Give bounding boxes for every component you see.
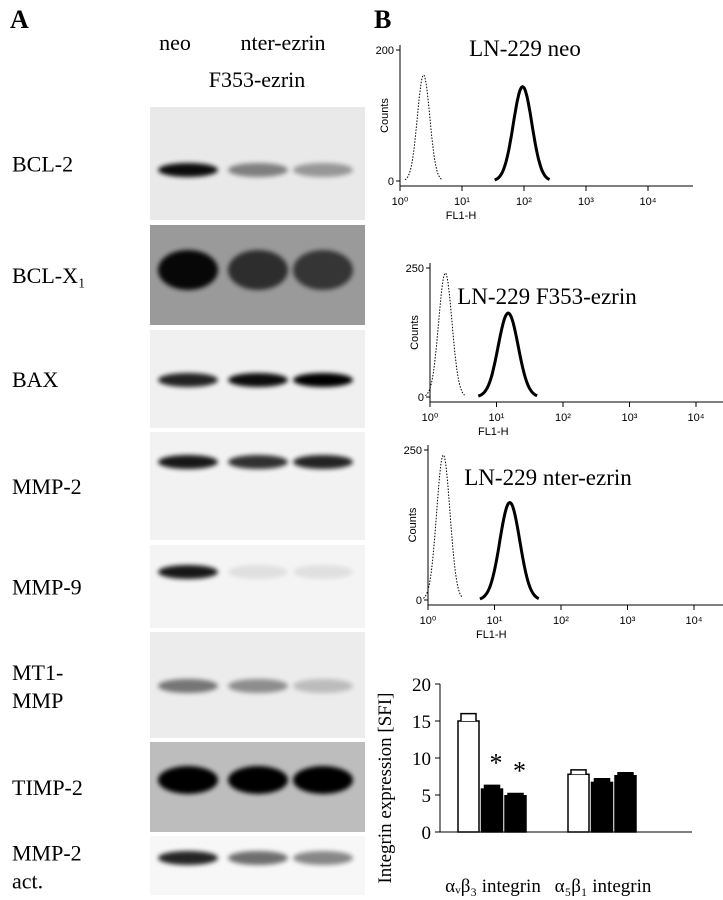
blot xyxy=(150,545,365,628)
band xyxy=(293,766,353,794)
band xyxy=(158,250,218,290)
y-tick-label: 15 xyxy=(412,712,431,733)
y-tick-label: 0 xyxy=(416,595,422,607)
y-tick-label: 0 xyxy=(418,392,424,404)
histogram-title: LN-229 neo xyxy=(469,36,581,61)
sample-histogram xyxy=(479,500,540,601)
x-tick-label: 10² xyxy=(516,196,532,208)
significance-marker: * xyxy=(513,757,526,786)
blot-label: MMP-2 act. xyxy=(12,841,82,894)
x-tick-label: 10⁰ xyxy=(392,196,409,208)
band xyxy=(228,565,288,579)
band xyxy=(158,679,218,693)
x-tick-label: 10¹ xyxy=(489,412,505,424)
x-axis-label: FL1-H xyxy=(476,629,507,641)
sample-histogram xyxy=(494,84,551,182)
blot-label: MT1-MMP xyxy=(12,660,63,713)
band xyxy=(293,455,353,469)
y-tick-label: 0 xyxy=(388,176,394,188)
blot-label: TIMP-2 xyxy=(12,775,83,800)
blot-label: BAX xyxy=(12,367,59,392)
bar xyxy=(567,773,590,833)
bar xyxy=(480,788,504,833)
band xyxy=(158,455,218,469)
x-tick-label: α₅β₁ integrin xyxy=(555,876,652,897)
x-axis-label: FL1-H xyxy=(478,426,509,438)
band xyxy=(228,250,288,290)
x-tick-label: 10⁰ xyxy=(420,615,437,627)
band xyxy=(228,373,288,387)
bar xyxy=(590,781,614,833)
band xyxy=(158,163,218,177)
band xyxy=(228,766,288,794)
x-tick-label: αᵥβ₃ integrin xyxy=(445,876,541,897)
band xyxy=(158,373,218,387)
bar xyxy=(614,775,637,833)
band xyxy=(228,679,288,693)
bar xyxy=(504,794,527,833)
x-tick-label: 10¹ xyxy=(487,615,503,627)
band xyxy=(158,766,218,794)
error-bar xyxy=(460,712,477,721)
x-tick-label: 10² xyxy=(555,412,571,424)
y-tick-label: 250 xyxy=(406,263,424,275)
blot-label: BCL-X₁ xyxy=(12,263,86,288)
error-bar xyxy=(570,769,587,775)
lane-label: nter-ezrin xyxy=(240,30,325,55)
x-tick-label: 10² xyxy=(553,615,569,627)
x-tick-label: 10¹ xyxy=(454,196,470,208)
y-axis-label: Counts xyxy=(409,315,421,350)
x-tick-label: 10³ xyxy=(578,196,594,208)
panel-label: B xyxy=(374,5,391,34)
band xyxy=(228,455,288,469)
blot xyxy=(150,432,365,540)
error-bar xyxy=(483,784,501,790)
y-tick-label: 5 xyxy=(422,786,432,807)
control-histogram xyxy=(404,74,442,181)
x-tick-label: 10³ xyxy=(622,412,638,424)
band xyxy=(228,851,288,865)
error-bar xyxy=(593,777,611,783)
blot xyxy=(150,836,365,895)
y-axis-label: Counts xyxy=(407,507,419,542)
x-tick-label: 10⁴ xyxy=(686,615,703,627)
band xyxy=(293,679,353,693)
x-tick-label: 10⁰ xyxy=(422,412,439,424)
band xyxy=(293,565,353,579)
blot-label: BCL-2 xyxy=(12,152,73,177)
y-tick-label: 0 xyxy=(422,823,432,844)
band xyxy=(158,565,218,579)
y-tick-label: 250 xyxy=(404,445,422,457)
error-bar xyxy=(617,772,634,776)
sample-histogram xyxy=(477,311,538,398)
error-bar xyxy=(507,792,524,796)
histogram-title: LN-229 F353-ezrin xyxy=(457,284,637,309)
y-tick-label: 20 xyxy=(412,675,431,696)
blot-label: MMP-2 xyxy=(12,474,82,499)
x-tick-label: 10⁴ xyxy=(640,196,657,208)
lane-label: F353-ezrin xyxy=(209,67,306,92)
panel-label: A xyxy=(10,5,29,34)
x-axis-label: FL1-H xyxy=(446,210,477,222)
blot-label: MMP-9 xyxy=(12,575,82,600)
band xyxy=(228,163,288,177)
significance-marker: * xyxy=(490,748,503,777)
bar xyxy=(457,720,480,833)
band xyxy=(293,373,353,387)
band xyxy=(158,851,218,865)
y-tick-label: 10 xyxy=(412,749,431,770)
y-axis-label: Integrin expression [SFI] xyxy=(375,692,396,883)
x-tick-label: 10³ xyxy=(620,615,636,627)
band xyxy=(293,851,353,865)
lane-label: neo xyxy=(159,30,191,55)
x-tick-label: 10⁴ xyxy=(688,412,705,424)
y-tick-label: 200 xyxy=(376,45,394,57)
band xyxy=(293,250,353,290)
histogram-title: LN-229 nter-ezrin xyxy=(464,465,632,490)
y-axis-label: Counts xyxy=(379,98,391,133)
band xyxy=(293,163,353,177)
control-histogram xyxy=(423,454,463,599)
